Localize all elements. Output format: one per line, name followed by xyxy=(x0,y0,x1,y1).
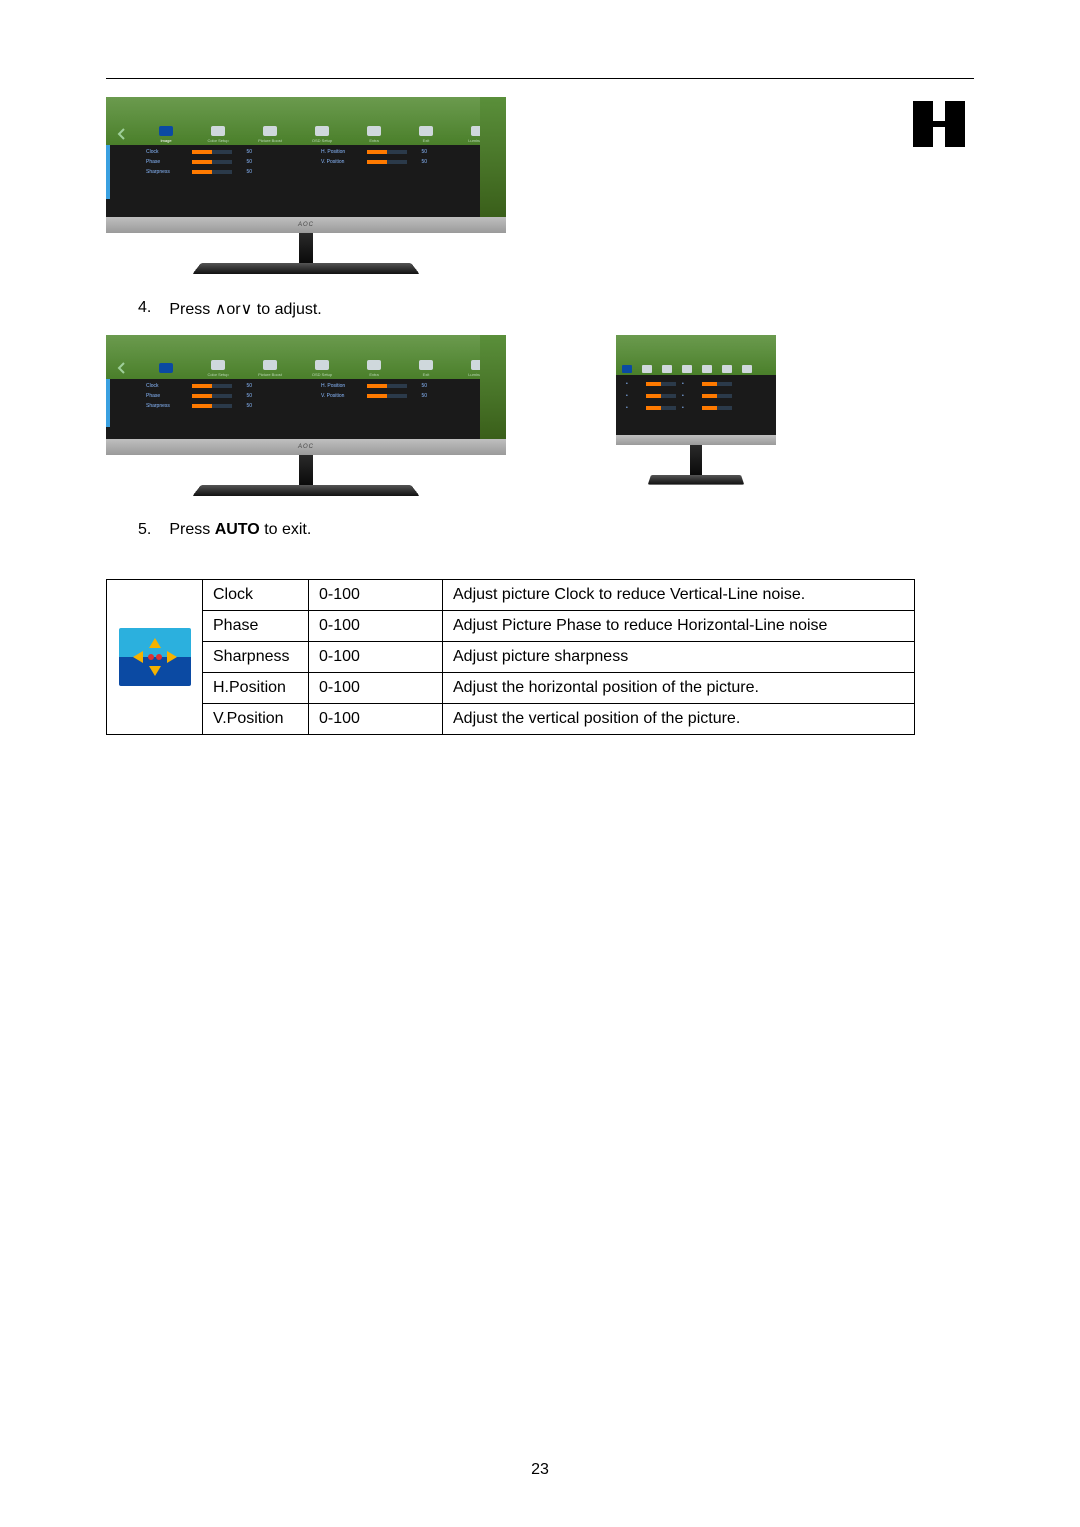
table-row: V.Position0-100Adjust the vertical posit… xyxy=(107,704,915,735)
osd-param-row: • • xyxy=(626,381,770,387)
figure-row-2: Color Setup Picture Boost OSD Setup Extr… xyxy=(106,335,974,501)
setting-range: 0-100 xyxy=(309,642,443,673)
osd-param-row: Phase 50 xyxy=(146,393,291,399)
table-row: Phase0-100Adjust Picture Phase to reduce… xyxy=(107,611,915,642)
setting-name: Sharpness xyxy=(203,642,309,673)
instruction-step-5: 5. Press AUTO to exit. xyxy=(138,521,974,539)
step-number: 5. xyxy=(138,521,151,539)
setting-name: V.Position xyxy=(203,704,309,735)
setting-range: 0-100 xyxy=(309,673,443,704)
setting-description: Adjust the horizontal position of the pi… xyxy=(443,673,915,704)
osd-tab: Picture Boost xyxy=(256,126,284,143)
osd-tab: Color Setup xyxy=(204,126,232,143)
osd-param-row: H. Position 50 xyxy=(321,383,466,389)
monitor-illustration-2: Color Setup Picture Boost OSD Setup Extr… xyxy=(106,335,506,501)
setting-name: Phase xyxy=(203,611,309,642)
step-text: Press ∧or∨ to adjust. xyxy=(169,299,321,319)
osd-tab-label: Extra xyxy=(369,138,378,143)
step-number: 4. xyxy=(138,299,151,319)
osd-tab-label: Picture Boost xyxy=(258,138,282,143)
osd-tab-label: OSD Setup xyxy=(312,138,332,143)
button-glyph-top xyxy=(904,97,974,151)
osd-param-row: Clock 50 xyxy=(146,383,291,389)
osd-tab-label: Image xyxy=(160,138,171,143)
image-setup-icon xyxy=(159,126,173,136)
manual-page: Image Color Setup Picture Boost OSD Setu… xyxy=(0,0,1080,1527)
table-row: H.Position0-100Adjust the horizontal pos… xyxy=(107,673,915,704)
osd-param-row: Clock 50 xyxy=(146,149,291,155)
osd-tab: Exit xyxy=(412,126,440,143)
setting-name: H.Position xyxy=(203,673,309,704)
setting-range: 0-100 xyxy=(309,704,443,735)
osd-param-row: • • xyxy=(626,405,770,411)
osd-param-row: H. Position 50 xyxy=(321,149,466,155)
table-row: Clock0-100Adjust picture Clock to reduce… xyxy=(107,580,915,611)
monitor-illustration-small: • • • • • • xyxy=(616,335,776,489)
chevron-left-icon xyxy=(116,362,128,374)
osd-param-row: Sharpness 50 xyxy=(146,403,291,409)
osd-param-row: • • xyxy=(626,393,770,399)
osd-param-row: V. Position 50 xyxy=(321,393,466,399)
image-setup-table: Clock0-100Adjust picture Clock to reduce… xyxy=(106,579,915,735)
osd-param-row: Phase 50 xyxy=(146,159,291,165)
setting-description: Adjust Picture Phase to reduce Horizonta… xyxy=(443,611,915,642)
image-setup-icon xyxy=(159,363,173,373)
setting-description: Adjust picture sharpness xyxy=(443,642,915,673)
image-setup-icon xyxy=(119,628,191,686)
image-setup-category-icon-cell xyxy=(107,580,203,735)
setting-range: 0-100 xyxy=(309,611,443,642)
instruction-step-4: 4. Press ∧or∨ to adjust. xyxy=(138,299,974,319)
osd-tab: OSD Setup xyxy=(308,126,336,143)
step-text: Press AUTO to exit. xyxy=(169,521,311,539)
monitor-brand-label: AOC xyxy=(298,444,314,450)
osd-tab-bar: Color Setup Picture Boost OSD Setup Extr… xyxy=(116,357,496,379)
figure-row-1: Image Color Setup Picture Boost OSD Setu… xyxy=(106,97,974,279)
osd-tab: Extra xyxy=(360,126,388,143)
setting-description: Adjust picture Clock to reduce Vertical-… xyxy=(443,580,915,611)
osd-param-row: V. Position 50 xyxy=(321,159,466,165)
osd-param-row: Sharpness 50 xyxy=(146,169,291,175)
monitor-brand-label: AOC xyxy=(298,222,314,228)
setting-name: Clock xyxy=(203,580,309,611)
chevron-left-icon xyxy=(116,128,128,140)
osd-tab-label: Color Setup xyxy=(207,138,228,143)
table-row: Sharpness0-100Adjust picture sharpness xyxy=(107,642,915,673)
header-rule xyxy=(106,78,974,79)
setting-description: Adjust the vertical position of the pict… xyxy=(443,704,915,735)
page-number: 23 xyxy=(0,1461,1080,1479)
monitor-illustration-1: Image Color Setup Picture Boost OSD Setu… xyxy=(106,97,506,279)
osd-tab-bar: Image Color Setup Picture Boost OSD Setu… xyxy=(116,123,496,145)
osd-tab-image-setup: Image xyxy=(152,126,180,143)
osd-tab-label: Exit xyxy=(423,138,430,143)
setting-range: 0-100 xyxy=(309,580,443,611)
